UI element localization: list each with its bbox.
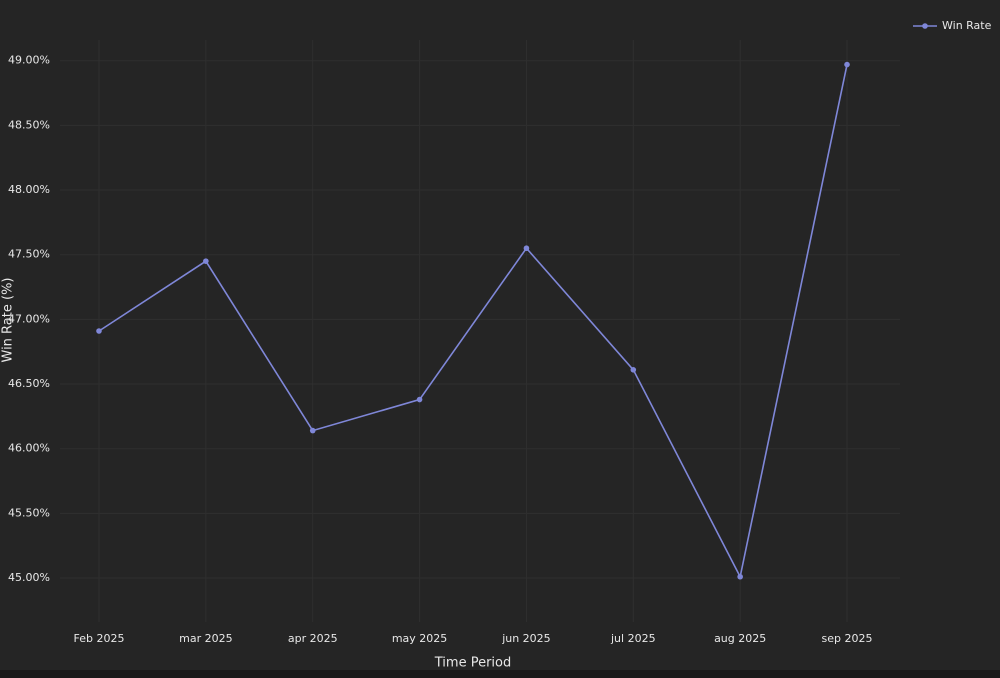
y-tick-label: 45.50% <box>8 506 50 519</box>
point <box>309 427 316 434</box>
line <box>98 64 848 580</box>
x-tick-label: mar 2025 <box>179 632 232 645</box>
x-tick-label: jul 2025 <box>610 632 656 645</box>
x-axis-title: Time Period <box>434 656 511 671</box>
x-tick-label: sep 2025 <box>822 632 873 645</box>
legend-marker <box>922 23 928 29</box>
y-tick-label: 45.00% <box>8 571 50 584</box>
x-tick-label: jun 2025 <box>501 632 551 645</box>
y-tick-label: 46.00% <box>8 442 50 455</box>
point <box>203 258 209 264</box>
point <box>737 573 743 580</box>
point <box>523 245 530 252</box>
x-tick-label: Feb 2025 <box>74 632 125 645</box>
x-tick-label: aug 2025 <box>714 632 766 645</box>
bottom-strip <box>0 670 1000 678</box>
y-tick-label: 48.50% <box>8 118 50 131</box>
point <box>96 328 102 334</box>
y-tick-label: 49.00% <box>8 54 50 67</box>
y-axis-title: Win Rate (%) <box>1 278 16 363</box>
point <box>630 367 637 373</box>
legend-label: Win Rate <box>942 19 992 32</box>
y-tick-label: 47.00% <box>8 312 50 325</box>
y-tick-label: 46.50% <box>8 377 50 390</box>
point <box>844 61 850 68</box>
x-tick-label: may 2025 <box>392 632 447 645</box>
y-tick-label: 48.00% <box>8 183 50 196</box>
x-tick-label: apr 2025 <box>288 632 338 645</box>
point <box>416 396 423 403</box>
y-tick-label: 47.50% <box>8 248 50 261</box>
